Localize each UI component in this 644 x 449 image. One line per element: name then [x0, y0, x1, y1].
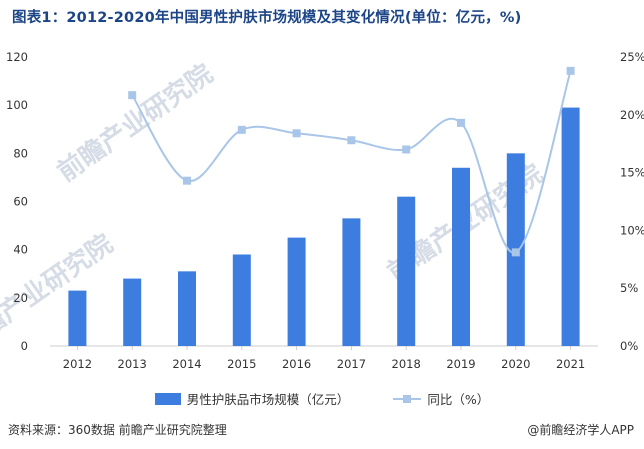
y-right-tick-label: 0%	[620, 339, 638, 353]
x-tick-label: 2021	[556, 357, 585, 371]
bar	[397, 196, 416, 346]
y-left-tick-label: 0	[21, 339, 28, 353]
line-layer	[128, 66, 575, 257]
y-left-tick-label: 120	[6, 50, 28, 64]
brand-note: @前瞻经济学人APP	[527, 423, 634, 437]
growth-point	[347, 136, 356, 145]
growth-point	[511, 248, 520, 257]
x-tick-label: 2019	[446, 357, 475, 371]
y-right-tick-label: 15%	[620, 166, 644, 180]
bar	[452, 167, 470, 346]
y-left-tick-label: 20	[13, 291, 28, 305]
tick-label-layer: 0 20 40 60 80 100 120 0% 5% 10% 15% 20% 25% 2012 2013 2…	[6, 50, 644, 371]
legend-bar-label: 男性护肤品市场规模（亿元）	[186, 392, 350, 407]
growth-point	[128, 91, 137, 100]
growth-point	[183, 176, 191, 185]
y-right-tick-label: 25%	[620, 50, 644, 64]
source-note: 资料来源：360数据 前瞻产业研究院整理	[8, 423, 227, 437]
x-tick-label: 2018	[392, 357, 421, 371]
legend-line-swatch	[393, 393, 422, 405]
x-tick-label: 2016	[282, 357, 311, 371]
y-right-tick-label: 20%	[620, 108, 644, 122]
y-left-tick-label: 100	[6, 98, 28, 112]
legend-item-line[interactable]: 同比（%）	[393, 389, 489, 408]
growth-point	[402, 145, 411, 154]
x-tick-label: 2015	[227, 357, 256, 371]
growth-point	[457, 118, 465, 127]
bar	[232, 254, 251, 346]
legend-line-label: 同比（%）	[427, 392, 490, 407]
bar	[178, 271, 196, 346]
legend-item-bar[interactable]: 男性护肤品市场规模（亿元）	[154, 389, 350, 408]
chart-title: 图表1：2012-2020年中国男性护肤市场规模及其变化情况(单位：亿元，%)	[12, 10, 522, 26]
bar	[123, 278, 142, 346]
growth-point	[292, 129, 301, 138]
bar	[561, 107, 580, 346]
x-tick-label: 2020	[501, 357, 530, 371]
growth-point	[237, 125, 246, 134]
bars-layer	[68, 107, 580, 346]
x-tick-label: 2017	[337, 357, 366, 371]
bar	[287, 237, 306, 346]
y-left-tick-label: 80	[13, 146, 28, 160]
y-right-tick-label: 5%	[620, 281, 638, 295]
y-left-tick-label: 60	[13, 195, 28, 209]
growth-point	[566, 66, 575, 75]
legend: 男性护肤品市场规模（亿元） 同比（%）	[0, 389, 644, 408]
axes-layer	[50, 345, 598, 350]
x-tick-label: 2013	[118, 357, 147, 371]
bar	[342, 218, 361, 346]
x-tick-label: 2014	[172, 357, 201, 371]
x-tick-label: 2012	[63, 357, 92, 371]
legend-bar-swatch	[154, 392, 181, 405]
watermark-text: 前瞻产业研究院	[52, 58, 219, 188]
y-left-tick-label: 40	[13, 243, 28, 257]
y-right-tick-label: 10%	[620, 223, 644, 237]
bar	[68, 290, 87, 346]
